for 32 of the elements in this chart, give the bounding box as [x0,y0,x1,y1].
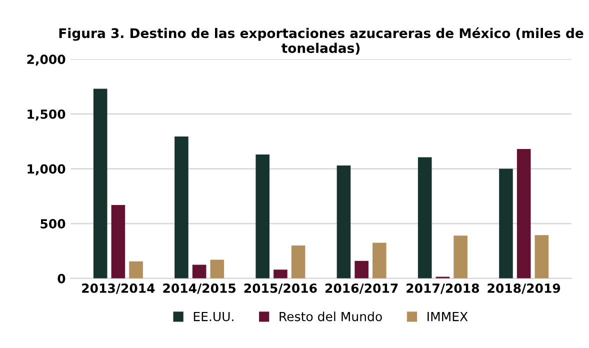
bar [192,264,206,278]
bar [274,270,288,278]
bar [111,204,126,278]
bar [418,157,432,278]
bar [174,136,188,278]
y-tick-label: 2,000 [27,54,66,66]
x-tick-label: 2014/2015 [163,283,236,294]
x-tick-label: 2017/2018 [406,283,479,294]
x-tick-label: 2015/2016 [244,283,317,294]
chart-title: Figura 3. Destino de las exportaciones azucareras de México (miles de toneladas) [59,27,584,55]
x-tick-label: 2016/2017 [325,283,398,294]
x-tick-label: 2013/2014 [82,283,155,294]
bar [93,88,108,278]
legend-label: IMMEX [428,312,468,322]
bar [256,154,270,278]
y-tick-label: 1,500 [28,109,66,120]
bar [499,168,513,278]
x-tick-label: 2018/2019 [488,283,560,294]
bar [336,165,351,278]
bar [454,236,468,278]
bar [534,235,549,278]
legend-label: Resto del Mundo [280,312,382,322]
legend-label: EE.UU. [194,312,234,322]
bar [291,246,306,278]
y-tick-label: 0 [58,274,66,284]
y-tick-label: 1,000 [28,164,66,176]
bar [372,242,386,278]
bar [210,260,224,278]
bar [354,260,368,278]
bar [129,261,143,278]
y-tick-label: 500 [40,219,66,229]
bar [516,149,531,278]
